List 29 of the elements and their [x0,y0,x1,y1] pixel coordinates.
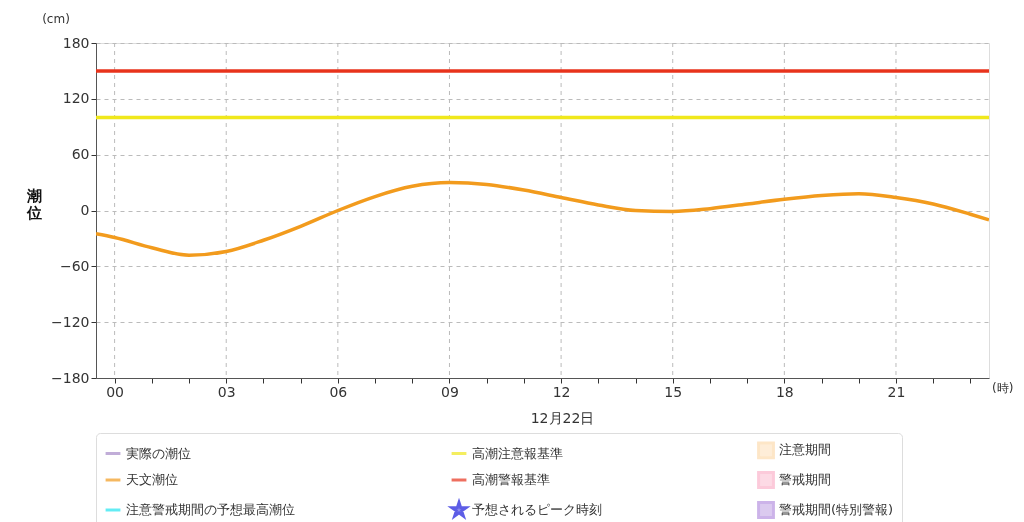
x-axis-title: 12月22日 [530,409,595,426]
legend-label: 天文潮位 [126,472,178,487]
x-tick-label: 06 [329,383,348,400]
x-tick-label: 09 [441,383,459,400]
y-tick-label: 120 [62,90,90,107]
text: (時) [992,381,1014,395]
y-tick-label: 180 [62,34,90,51]
legend-label: 高潮警報基準 [472,472,550,487]
x-tick-label: 03 [217,383,236,400]
legend-label: 実際の潮位 [126,445,191,461]
legend-label: 高潮注意報基準 [472,445,563,461]
x-tick-label: 15 [664,383,683,400]
x-tick-label: 21 [887,383,906,400]
legend-label: 予想されるピーク時刻 [472,502,602,517]
x-tick-label: 00 [106,383,125,400]
legend-label: 注意期間 [779,442,831,458]
y-tick-label: −120 [51,313,90,330]
y-axis-title: 潮位 [26,186,42,222]
x-tick-label: 12 [552,383,571,400]
legend-label: 警戒期間 [779,472,831,487]
legend-label: 警戒期間(特別警報) [779,502,894,517]
x-tick-label: 18 [775,383,794,400]
line-series [96,180,989,257]
text: (cm) [42,12,70,26]
y-tick-label: −180 [51,369,90,386]
y-tick-label: 60 [71,146,90,163]
y-tick-label: −60 [59,257,90,274]
y-tick-label: 0 [80,202,90,218]
legend-label: 注意警戒期間の予想最高潮位 [126,502,295,517]
